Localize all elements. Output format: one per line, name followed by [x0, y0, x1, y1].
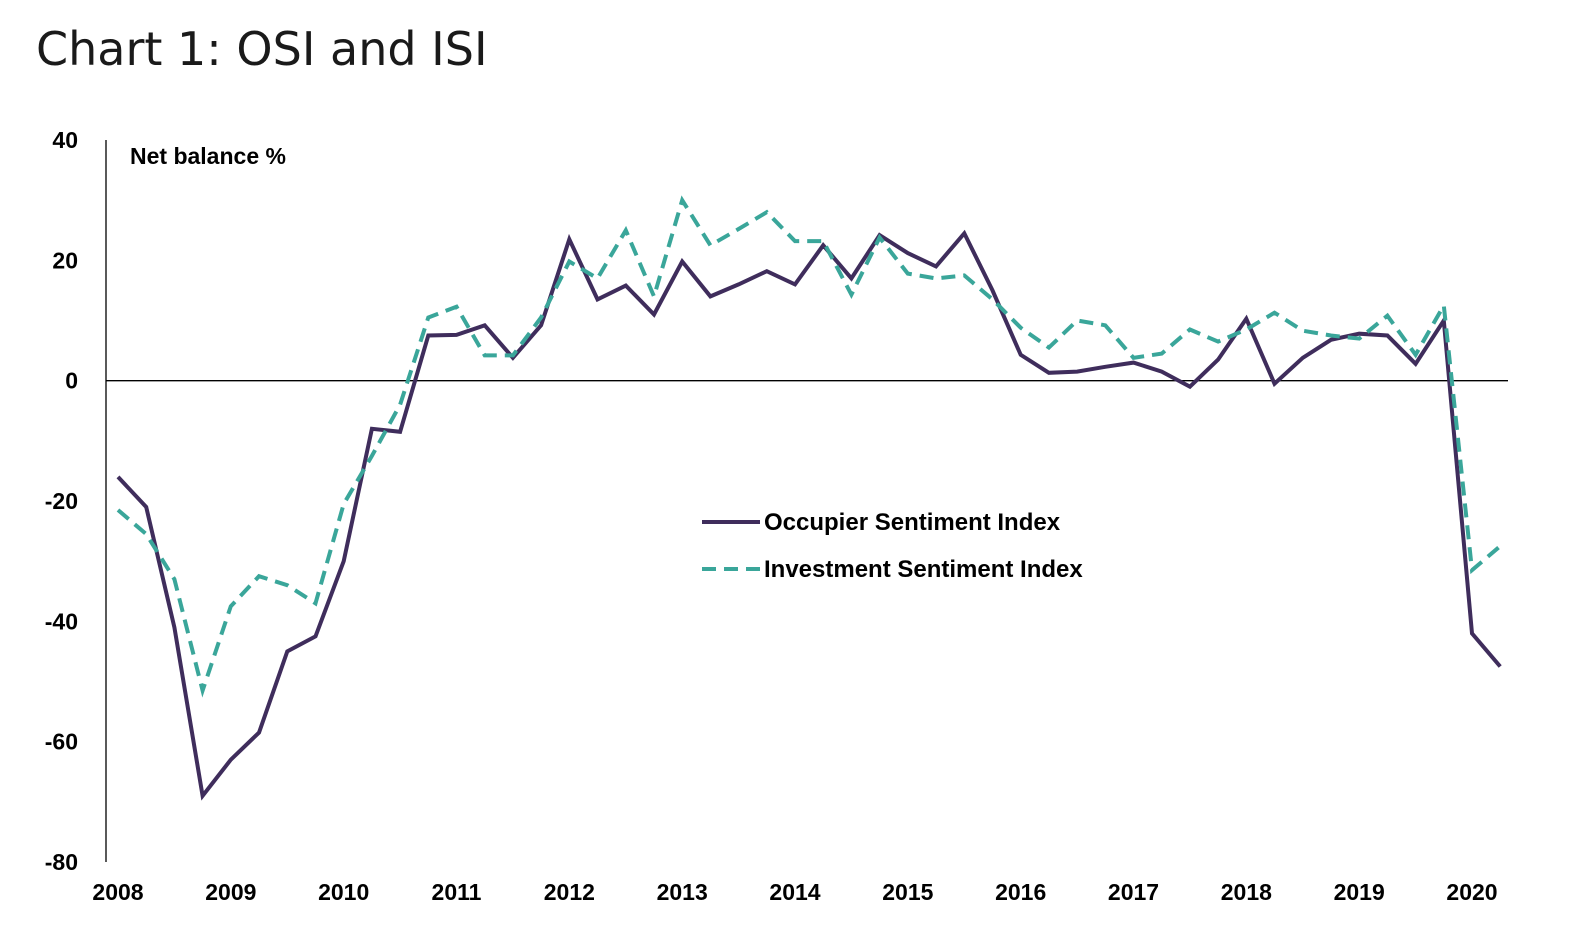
- x-tick-label: 2017: [1108, 879, 1159, 905]
- chart-axes: [105, 140, 1508, 862]
- legend: Occupier Sentiment Index Investment Senti…: [702, 509, 1083, 583]
- y-tick-label: -40: [45, 608, 78, 634]
- y-tick-label: 40: [52, 127, 78, 153]
- x-tick-labels: 2008 2009 2010 2011 2012 2013 2014 2015 2016 2017…: [92, 879, 1497, 905]
- series-lines: [116, 195, 1502, 801]
- y-tick-label: -20: [45, 488, 78, 514]
- x-tick-label: 2011: [432, 879, 482, 905]
- x-tick-label: 2013: [657, 879, 708, 905]
- y-unit-label: Net balance %: [130, 143, 286, 169]
- y-tick-labels: 40 20 0 -20 -40 -60 -80: [45, 127, 78, 875]
- x-tick-label: 2010: [318, 879, 369, 905]
- x-tick-label: 2015: [882, 879, 933, 905]
- x-tick-label: 2019: [1334, 879, 1385, 905]
- x-tick-label: 2018: [1221, 879, 1272, 905]
- y-tick-label: 0: [65, 368, 78, 394]
- x-tick-label: 2012: [544, 879, 595, 905]
- page-title: Chart 1: OSI and ISI: [36, 22, 488, 76]
- x-tick-label: 2016: [995, 879, 1046, 905]
- y-tick-label: 20: [52, 247, 78, 273]
- x-tick-label: 2009: [205, 879, 256, 905]
- legend-label-1: Occupier Sentiment Index: [764, 509, 1061, 536]
- x-tick-label: 2014: [769, 879, 820, 905]
- y-tick-label: -80: [45, 849, 78, 875]
- series-line-1: [116, 229, 1502, 801]
- x-tick-label: 2008: [92, 879, 143, 905]
- x-tick-label: 2020: [1446, 879, 1497, 905]
- series-line-2: [116, 195, 1502, 698]
- y-tick-label: -60: [45, 729, 78, 755]
- legend-label-2: Investment Sentiment Index: [764, 556, 1083, 583]
